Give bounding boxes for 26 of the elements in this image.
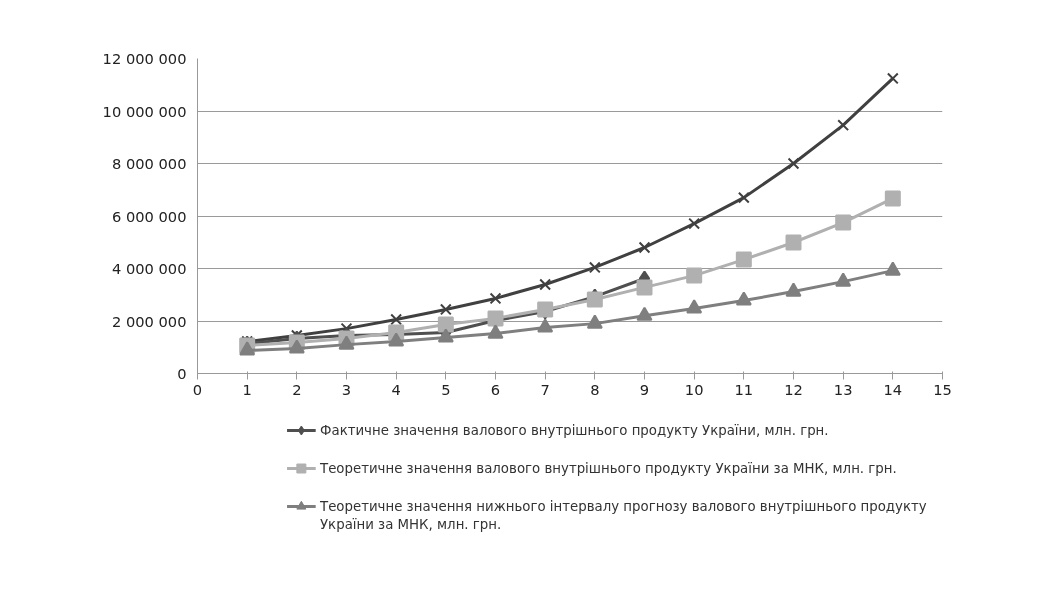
x-tick-label: 4: [391, 380, 401, 398]
x-tick-label: 5: [441, 380, 451, 398]
x-tick-label: 0: [192, 380, 203, 398]
x-tick-label: 6: [490, 380, 501, 398]
y-tick-label: 2 000 000: [111, 312, 187, 330]
legend-label: Фактичне значення валового внутрішнього продукту України, млн. грн.: [320, 423, 829, 438]
x-tick-label: 12: [784, 380, 803, 398]
x-tick-label: 13: [833, 380, 853, 398]
x-tick-label: 11: [734, 380, 754, 398]
x-tick-label: 14: [883, 380, 903, 398]
x-tick-label: 9: [639, 380, 650, 398]
x-tick-label: 1: [242, 380, 252, 398]
y-tick-label: 4 000 000: [111, 260, 187, 277]
x-tick-label: 10: [684, 380, 704, 398]
y-tick-label: 8 000 000: [111, 155, 187, 172]
legend-label: Теоретичне значення валового внутрішнього продукту України за МНК, млн. грн.: [319, 461, 897, 476]
x-tick-label: 2: [292, 380, 302, 398]
y-tick-label: 10 000 000: [102, 102, 187, 120]
x-tick-label: 8: [590, 380, 600, 398]
legend-label: Теоретичне значення нижнього інтервалу прогнозу валового внутрішнього продукту України за МНК, млн. грн.: [319, 499, 927, 532]
y-tick-label: 0: [177, 365, 187, 382]
y-tick-label: 6 000 000: [111, 207, 187, 225]
x-tick-label: 15: [933, 380, 952, 398]
y-tick-label: 12 000 000: [102, 50, 187, 67]
x-tick-label: 3: [341, 380, 352, 398]
x-tick-label: 7: [540, 380, 550, 398]
